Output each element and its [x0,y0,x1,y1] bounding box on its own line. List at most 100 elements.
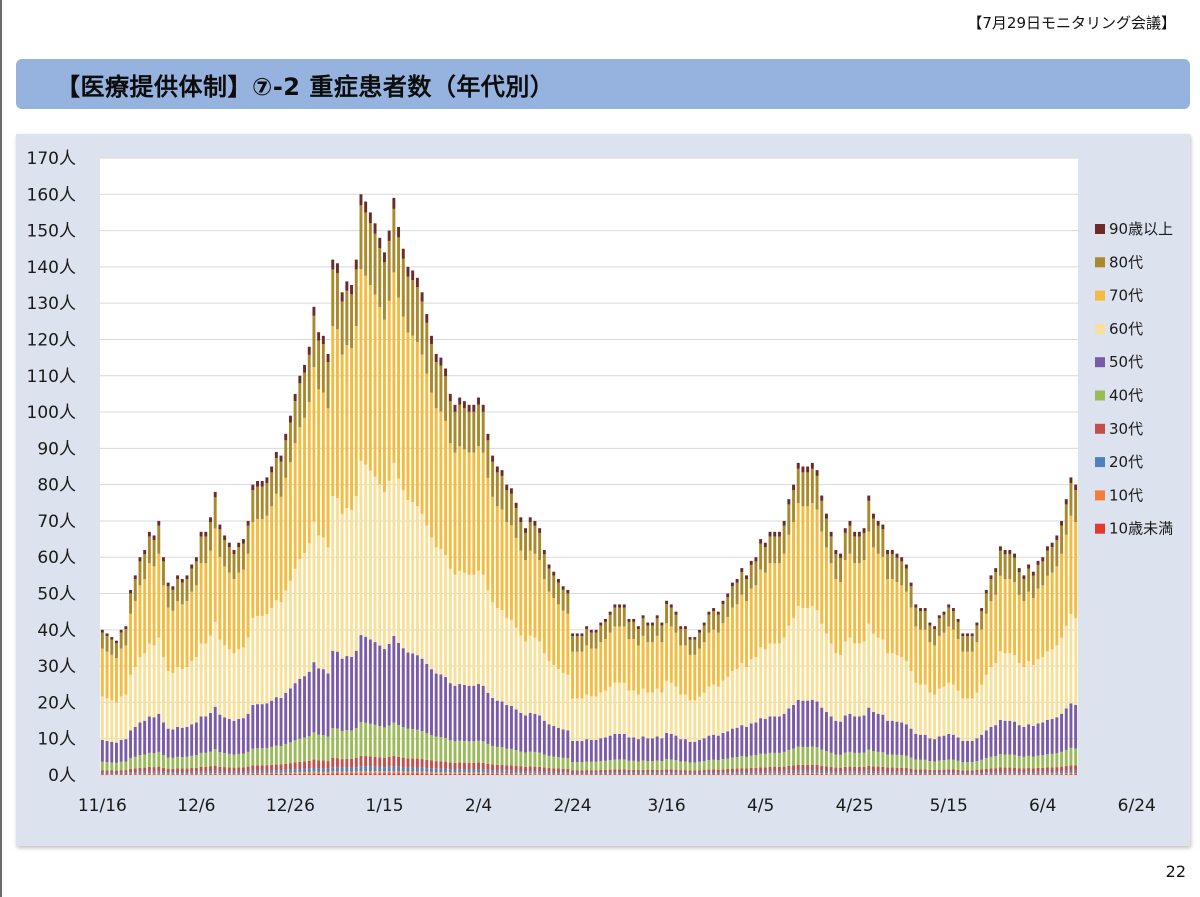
bar-segment [1045,754,1049,768]
bar-segment [890,653,894,721]
bar-segment [152,540,156,567]
bar-segment [227,547,231,573]
bar-segment [350,285,354,295]
bar-segment [472,769,476,773]
bar-segment [350,758,354,768]
bar-stack [641,615,645,775]
bar-segment [787,708,791,750]
bar-segment [397,478,401,643]
bar-segment [796,774,800,775]
bar-segment [152,717,156,754]
bar-segment [641,773,645,775]
bar-segment [688,770,692,773]
bar-segment [190,568,194,592]
bar-segment [970,740,974,763]
bar-segment [298,678,302,739]
bar-segment [171,772,175,774]
bar-segment [669,774,673,775]
bar-segment [919,629,922,685]
bar-segment [853,643,857,717]
bar-segment [241,773,245,775]
bar-segment [237,649,241,720]
bar-segment [881,771,885,774]
bar-segment [886,771,890,774]
bar-segment [354,771,358,774]
bar-segment [810,606,814,700]
bar-segment [129,593,133,614]
bar-segment [274,770,278,773]
bar-segment [876,525,880,554]
bar-stack [801,466,805,775]
bar-segment [919,611,922,630]
bar-segment [622,774,626,775]
bar-segment [307,401,311,544]
bar-segment [636,739,640,762]
bar-segment [712,772,716,774]
bar-stack [604,618,607,775]
bar-segment [773,771,777,774]
bar-segment [439,761,443,769]
bar-segment [928,769,932,773]
legend-item: 50代 [1095,353,1143,371]
bar-segment [100,773,104,775]
bar-segment [740,572,744,595]
bar-segment [1064,504,1068,535]
legend-swatch [1095,257,1105,268]
bar-stack [782,520,786,775]
bar-segment [904,773,908,775]
bar-segment [157,773,161,775]
bar-segment [383,767,386,772]
bar-segment [378,645,382,727]
bar-segment [152,774,156,775]
bar-stack [636,626,640,775]
bar-segment [251,705,255,749]
bar-segment [500,764,504,771]
bar-segment [740,663,744,726]
bar-segment [307,768,311,773]
bar-stack [895,553,899,775]
bar-segment [848,771,852,774]
bar-stack [1050,542,1054,775]
bar-stack [1069,477,1073,775]
bar-segment [420,354,424,514]
bar-segment [383,252,386,263]
bar-stack [472,404,476,775]
bar-segment [176,667,180,727]
bar-segment [218,714,222,753]
bar-segment [420,301,424,355]
bar-segment [129,768,133,773]
bar-stack [900,557,904,775]
bar-segment [824,766,828,772]
bar-segment [430,537,433,670]
bar-segment [801,764,805,771]
bar-segment [237,753,241,768]
bar-segment [749,774,753,775]
bar-segment [702,738,706,762]
bar-segment [115,643,118,659]
bar-segment [401,258,405,317]
y-tick-label: 110人 [27,367,76,387]
bar-segment [900,767,904,772]
bar-segment [594,773,598,775]
bar-segment [942,769,946,773]
bar-segment [406,652,410,729]
bar-stack [246,520,250,775]
bar-segment [303,417,306,554]
bar-segment [782,766,786,772]
bar-segment [806,506,810,609]
bar-stack [100,629,104,775]
bar-segment [792,748,795,766]
bar-segment [1074,522,1078,618]
bar-segment [538,771,542,774]
bar-segment [571,762,575,771]
bar-segment [1017,568,1021,573]
bar-segment [538,766,542,772]
bar-segment [524,528,527,533]
bar-segment [834,773,838,775]
bar-segment [505,770,509,773]
bar-segment [110,639,114,655]
bar-segment [514,773,518,775]
bar-segment [194,722,198,756]
bar-segment [368,766,372,772]
bar-segment [613,626,617,683]
